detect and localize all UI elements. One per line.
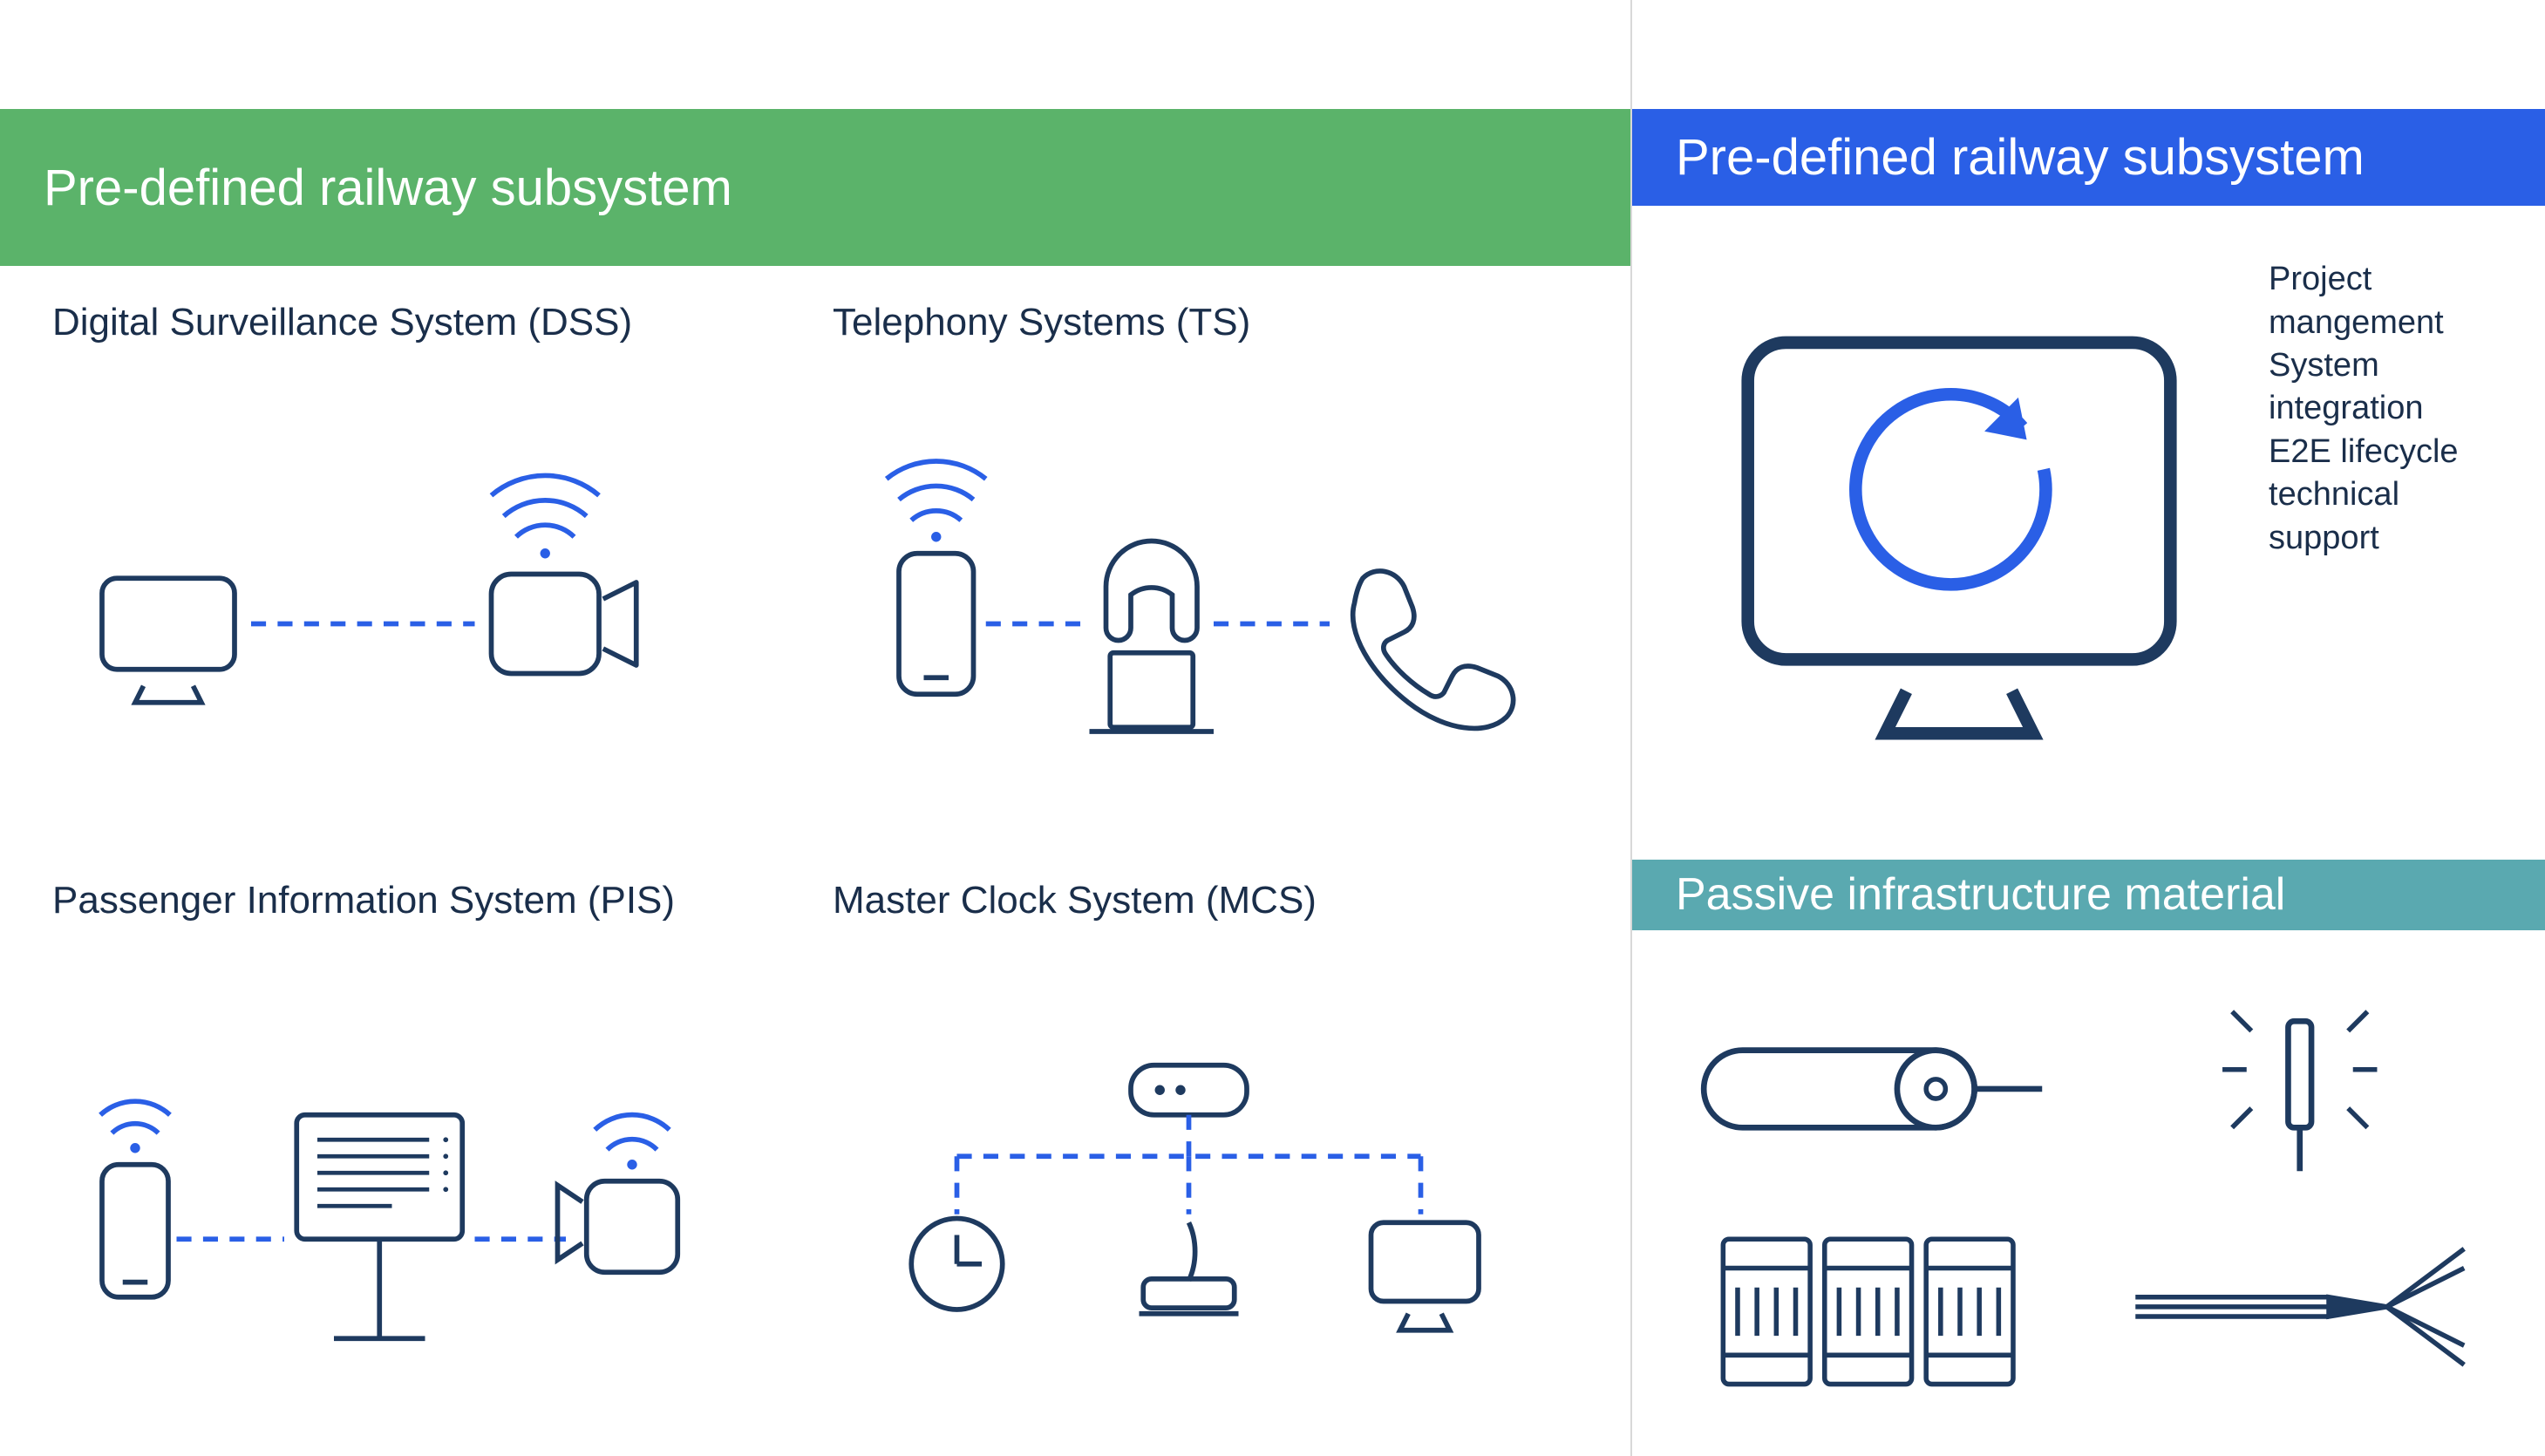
pis-diagram [52, 957, 798, 1422]
subsystems-grid: Digital Surveillance System (DSS) [0, 266, 1630, 1456]
cable-icon [1684, 983, 2072, 1176]
cell-pis: Passenger Information System (PIS) [52, 879, 798, 1422]
wifi-router-icon [1140, 1222, 1239, 1314]
reception-icon [1090, 541, 1215, 731]
server-icon [1131, 1065, 1247, 1114]
services-section: Project mangement System integration E2E… [1632, 206, 2545, 860]
passive-grid [1632, 930, 2545, 1456]
services-text: Project mangement System integration E2E… [2269, 258, 2493, 560]
pis-title: Passenger Information System (PIS) [52, 879, 798, 922]
telephone-icon [1353, 571, 1514, 728]
left-header: Pre-defined railway subsystem [0, 109, 1630, 266]
dss-title: Digital Surveillance System (DSS) [52, 301, 798, 344]
monitor-icon [102, 578, 235, 703]
service-line: Project mangement [2269, 258, 2493, 344]
service-line: E2E lifecycle technical [2269, 431, 2493, 517]
camera-icon [492, 475, 636, 673]
cell-ts: Telephony Systems (TS) [833, 301, 1578, 844]
fiber-splitter-icon [2106, 1210, 2494, 1404]
monitor-refresh-icon [1684, 258, 2234, 807]
mcs-diagram [833, 957, 1578, 1422]
cell-mcs: Master Clock System (MCS) [833, 879, 1578, 1422]
cell-dss: Digital Surveillance System (DSS) [52, 301, 798, 844]
info-sign-icon [296, 1114, 462, 1338]
service-line: support [2269, 517, 2493, 560]
mcs-title: Master Clock System (MCS) [833, 879, 1578, 922]
cabinets-icon [1684, 1210, 2072, 1404]
camera-icon [558, 1114, 678, 1272]
ts-diagram [833, 379, 1578, 844]
smartphone-icon [100, 1101, 170, 1297]
clock-icon [911, 1218, 1003, 1310]
service-line: System integration [2269, 344, 2493, 431]
right-header-bottom: Passive infrastructure material [1632, 860, 2545, 929]
antenna-icon [2106, 983, 2494, 1176]
dss-diagram [52, 379, 798, 844]
right-header-top: Pre-defined railway subsystem [1632, 109, 2545, 206]
monitor-icon [1371, 1222, 1480, 1330]
ts-title: Telephony Systems (TS) [833, 301, 1578, 344]
smartphone-icon [887, 461, 986, 694]
